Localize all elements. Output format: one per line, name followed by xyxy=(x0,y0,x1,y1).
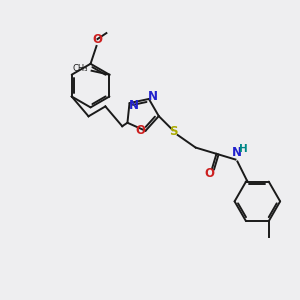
Text: O: O xyxy=(136,124,146,137)
Text: N: N xyxy=(148,91,158,103)
Text: O: O xyxy=(92,32,103,46)
Text: H: H xyxy=(239,144,248,154)
Text: CH₃: CH₃ xyxy=(72,64,88,73)
Text: N: N xyxy=(128,98,139,112)
Text: N: N xyxy=(231,146,242,159)
Text: O: O xyxy=(204,167,214,181)
Text: S: S xyxy=(169,124,178,138)
